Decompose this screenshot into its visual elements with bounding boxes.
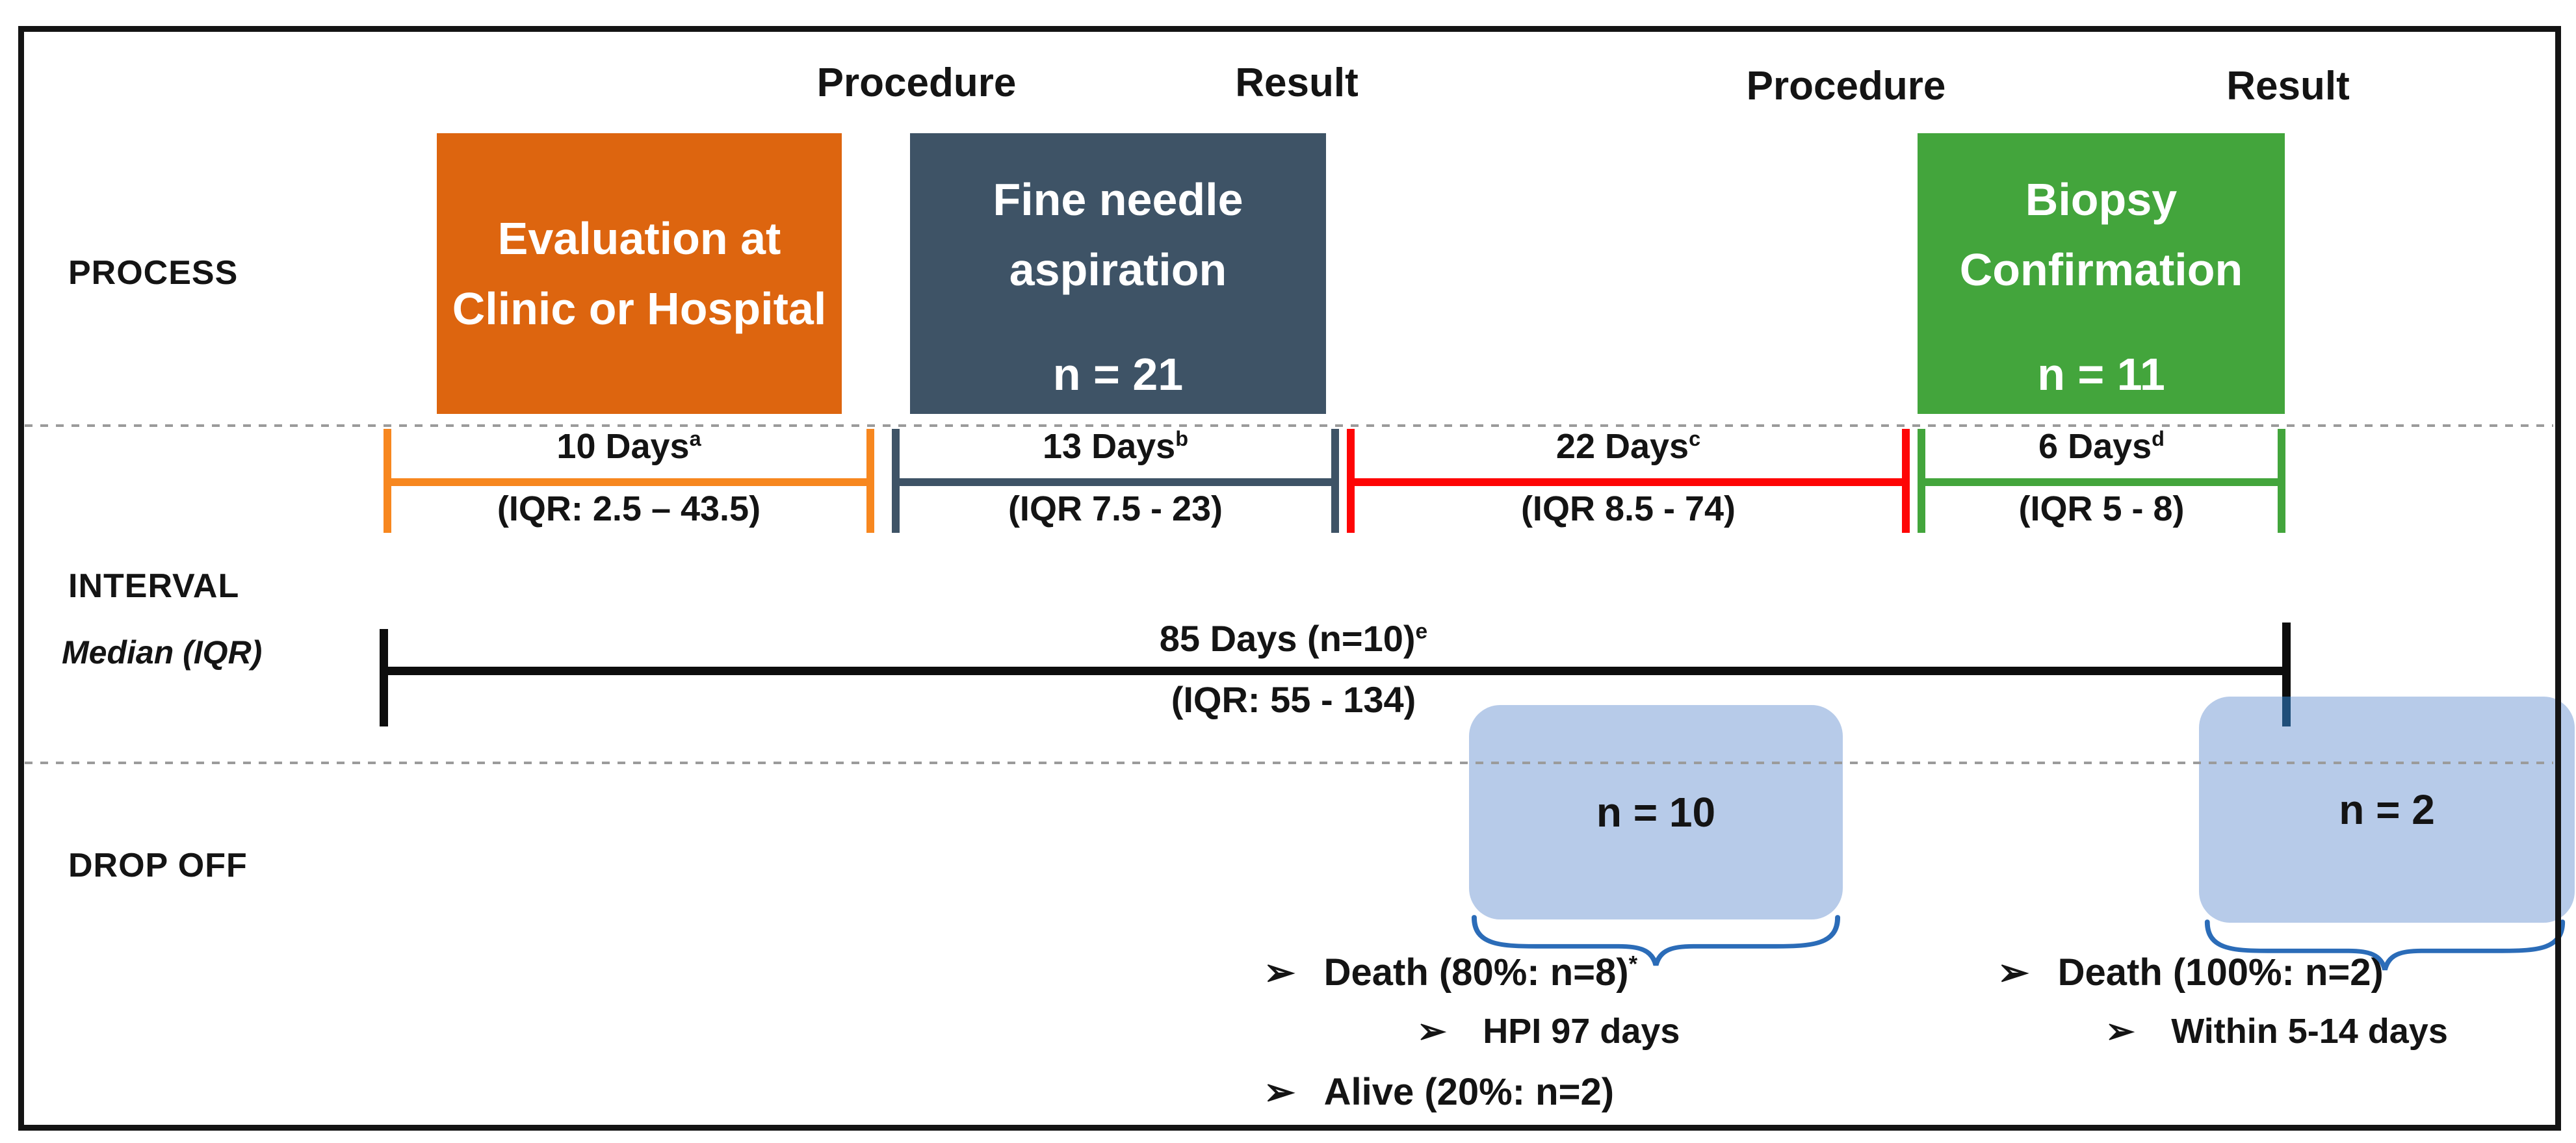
separator-interval-dropoff <box>25 762 2553 764</box>
dropoff-count: n = 2 <box>2339 786 2435 833</box>
dropoff-callout-biopsy: n = 2 <box>2199 697 2575 923</box>
arrow-bullet-icon: ➢ <box>1264 951 1295 994</box>
arrow-bullet-icon: ➢ <box>1997 951 2029 994</box>
interval-duration: 13 Daysb <box>1043 427 1188 466</box>
dropoff-count: n = 10 <box>1596 789 1716 836</box>
arrow-bullet-icon: ➢ <box>1417 1012 1447 1051</box>
total-line <box>384 667 2287 675</box>
process-box-title: Biopsy Confirmation <box>1959 173 2243 296</box>
interval-iqr: (IQR 8.5 - 74) <box>1520 489 1736 528</box>
arrow-bullet-icon: ➢ <box>1264 1071 1295 1113</box>
interval-line <box>384 478 874 486</box>
interval-tick-right <box>1902 429 1910 533</box>
interval-bracket-biopsy: 6 Daysd (IQR 5 - 8) <box>1918 427 2285 533</box>
row-label-process: PROCESS <box>68 254 239 292</box>
interval-tick-left <box>1347 429 1355 533</box>
process-box-title: Fine needle aspiration <box>993 173 1243 296</box>
dropoff-bullet-within-days: ➢ Within 5-14 days <box>2105 1012 2448 1051</box>
interval-duration: 22 Daysc <box>1555 427 1701 466</box>
interval-bracket-fna: 13 Daysb (IQR 7.5 - 23) <box>892 427 1339 533</box>
dropoff-bullet-death-80: ➢ Death (80%: n=8)* <box>1264 951 1638 994</box>
process-box-evaluation: Evaluation at Clinic or Hospital <box>437 133 842 414</box>
dropoff-bullet-death-100: ➢ Death (100%: n=2) <box>1997 951 2384 994</box>
process-box-fine-needle-aspiration: Fine needle aspiration n = 21 <box>910 133 1326 414</box>
arrow-bullet-icon: ➢ <box>2105 1012 2135 1051</box>
process-box-biopsy-confirmation: Biopsy Confirmation n = 11 <box>1918 133 2285 414</box>
dropoff-bullet-alive: ➢ Alive (20%: n=2) <box>1264 1071 1615 1113</box>
interval-bracket-evaluation: 10 Daysa (IQR: 2.5 – 43.5) <box>384 427 874 533</box>
interval-iqr: (IQR 7.5 - 23) <box>1008 489 1223 528</box>
process-box-title: Evaluation at Clinic or Hospital <box>452 212 827 335</box>
interval-tick-right <box>2278 429 2285 533</box>
total-tick-left <box>380 629 388 726</box>
process-box-count: n = 21 <box>1052 349 1184 400</box>
total-duration: 85 Days (n=10)e <box>1159 618 1428 659</box>
row-label-drop-off: DROP OFF <box>68 847 248 884</box>
total-iqr: (IQR: 55 - 134) <box>1171 679 1416 720</box>
process-box-count: n = 11 <box>2037 349 2165 400</box>
dropoff-callout-fna: n = 10 <box>1469 705 1843 919</box>
total-interval-line: 85 Days (n=10)e (IQR: 55 - 134) <box>380 618 2291 730</box>
interval-line <box>892 478 1339 486</box>
interval-tick-left <box>1918 429 1925 533</box>
separator-process-interval <box>25 424 2553 427</box>
interval-line <box>1347 478 1910 486</box>
underbrace-icon <box>1469 912 1843 968</box>
row-label-interval: INTERVAL <box>68 567 240 605</box>
column-header-result-1: Result <box>1235 60 1359 105</box>
interval-tick-right <box>866 429 874 533</box>
dropoff-bullet-hpi: ➢ HPI 97 days <box>1417 1012 1680 1051</box>
interval-tick-right <box>1331 429 1339 533</box>
interval-bracket-wait: 22 Daysc (IQR 8.5 - 74) <box>1347 427 1910 533</box>
interval-tick-left <box>892 429 900 533</box>
interval-iqr: (IQR 5 - 8) <box>2018 489 2185 528</box>
underbrace-icon <box>2202 916 2568 972</box>
total-tick-right-overlap <box>2282 697 2291 726</box>
column-header-result-2: Result <box>2226 64 2350 109</box>
interval-tick-left <box>384 429 391 533</box>
interval-duration: 10 Daysa <box>556 427 701 466</box>
row-label-median-iqr: Median (IQR) <box>62 634 263 671</box>
column-header-procedure-2: Procedure <box>1746 64 1946 109</box>
total-tick-right <box>2282 623 2291 697</box>
interval-line <box>1918 478 2285 486</box>
interval-iqr: (IQR: 2.5 – 43.5) <box>497 489 761 528</box>
interval-duration: 6 Daysd <box>2038 427 2165 466</box>
column-header-procedure-1: Procedure <box>816 60 1017 105</box>
